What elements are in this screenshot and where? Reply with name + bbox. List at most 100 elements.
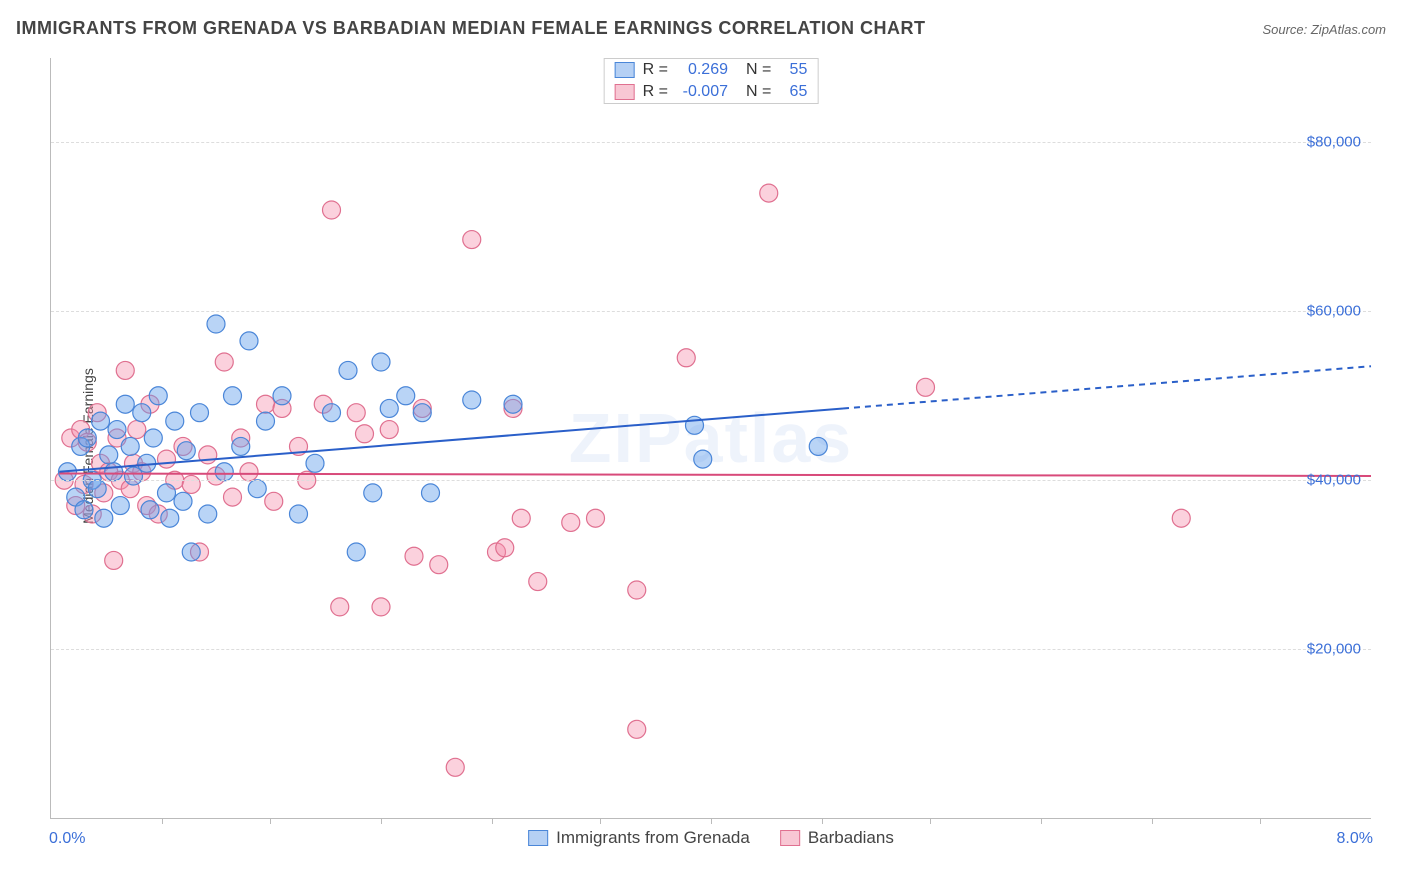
x-tick [711,818,712,824]
data-point [144,429,162,447]
gridline [51,649,1371,650]
data-point [917,378,935,396]
data-point [182,543,200,561]
legend-n-value: 55 [779,61,807,79]
legend-n-label: N = [746,83,771,101]
data-point [347,404,365,422]
data-point [128,421,146,439]
data-point [323,404,341,422]
x-tick [162,818,163,824]
x-min-label: 0.0% [49,830,85,848]
data-point [232,437,250,455]
data-point [677,349,695,367]
data-point [587,509,605,527]
legend-swatch [528,830,548,846]
data-point [504,395,522,413]
data-point [512,509,530,527]
x-tick [1260,818,1261,824]
data-point [248,480,266,498]
data-point [273,387,291,405]
y-tick-label: $40,000 [1307,472,1361,489]
data-point [158,450,176,468]
y-tick-label: $80,000 [1307,134,1361,151]
gridline [51,142,1371,143]
legend-swatch [615,62,635,78]
data-point [149,387,167,405]
data-point [177,442,195,460]
x-tick [822,818,823,824]
data-point [562,513,580,531]
x-tick [492,818,493,824]
legend-item: Immigrants from Grenada [528,828,750,848]
gridline [51,480,1371,481]
data-point [430,556,448,574]
data-point [75,501,93,519]
legend-label: Barbadians [808,828,894,848]
data-point [323,201,341,219]
plot-area: ZIPatlas R =0.269N =55R =-0.007N =65 Imm… [50,58,1371,819]
y-tick-label: $20,000 [1307,641,1361,658]
data-point [158,484,176,502]
data-point [116,395,134,413]
legend-n-value: 65 [779,83,807,101]
data-point [207,315,225,333]
data-point [215,353,233,371]
data-point [240,463,258,481]
chart-title: IMMIGRANTS FROM GRENADA VS BARBADIAN MED… [16,18,925,39]
x-tick [381,818,382,824]
x-tick [1152,818,1153,824]
data-point [347,543,365,561]
legend-label: Immigrants from Grenada [556,828,750,848]
data-point [760,184,778,202]
x-tick [1041,818,1042,824]
data-point [380,399,398,417]
legend-r-value: 0.269 [676,61,728,79]
legend-r-label: R = [643,61,668,79]
y-tick-label: $60,000 [1307,303,1361,320]
legend-row: R = -0.007 N = 65 [605,81,818,103]
scatter-svg [51,58,1371,818]
data-point [496,539,514,557]
data-point [628,720,646,738]
data-point [92,412,110,430]
data-point [105,463,123,481]
series-legend: Immigrants from Grenada Barbadians [528,828,894,848]
data-point [422,484,440,502]
data-point [111,497,129,515]
data-point [224,387,242,405]
data-point [174,492,192,510]
data-point [372,353,390,371]
data-point [257,412,275,430]
x-tick [600,818,601,824]
data-point [413,404,431,422]
data-point [463,391,481,409]
data-point [133,404,151,422]
legend-n-label: N = [746,61,771,79]
legend-r-label: R = [643,83,668,101]
legend-swatch [615,84,635,100]
data-point [809,437,827,455]
data-point [166,412,184,430]
data-point [694,450,712,468]
data-point [105,551,123,569]
data-point [182,475,200,493]
data-point [199,505,217,523]
data-point [121,437,139,455]
data-point [529,573,547,591]
data-point [380,421,398,439]
correlation-legend: R = 0.269 N = 55 R = -0.007 N = 65 [604,58,819,104]
data-point [224,488,242,506]
data-point [331,598,349,616]
data-point [463,231,481,249]
data-point [141,501,159,519]
data-point [161,509,179,527]
data-point [306,454,324,472]
data-point [290,505,308,523]
source-label: Source: ZipAtlas.com [1262,22,1386,37]
legend-r-value: -0.007 [676,83,728,101]
data-point [78,429,96,447]
data-point [364,484,382,502]
x-max-label: 8.0% [1337,830,1373,848]
data-point [88,480,106,498]
data-point [108,421,126,439]
